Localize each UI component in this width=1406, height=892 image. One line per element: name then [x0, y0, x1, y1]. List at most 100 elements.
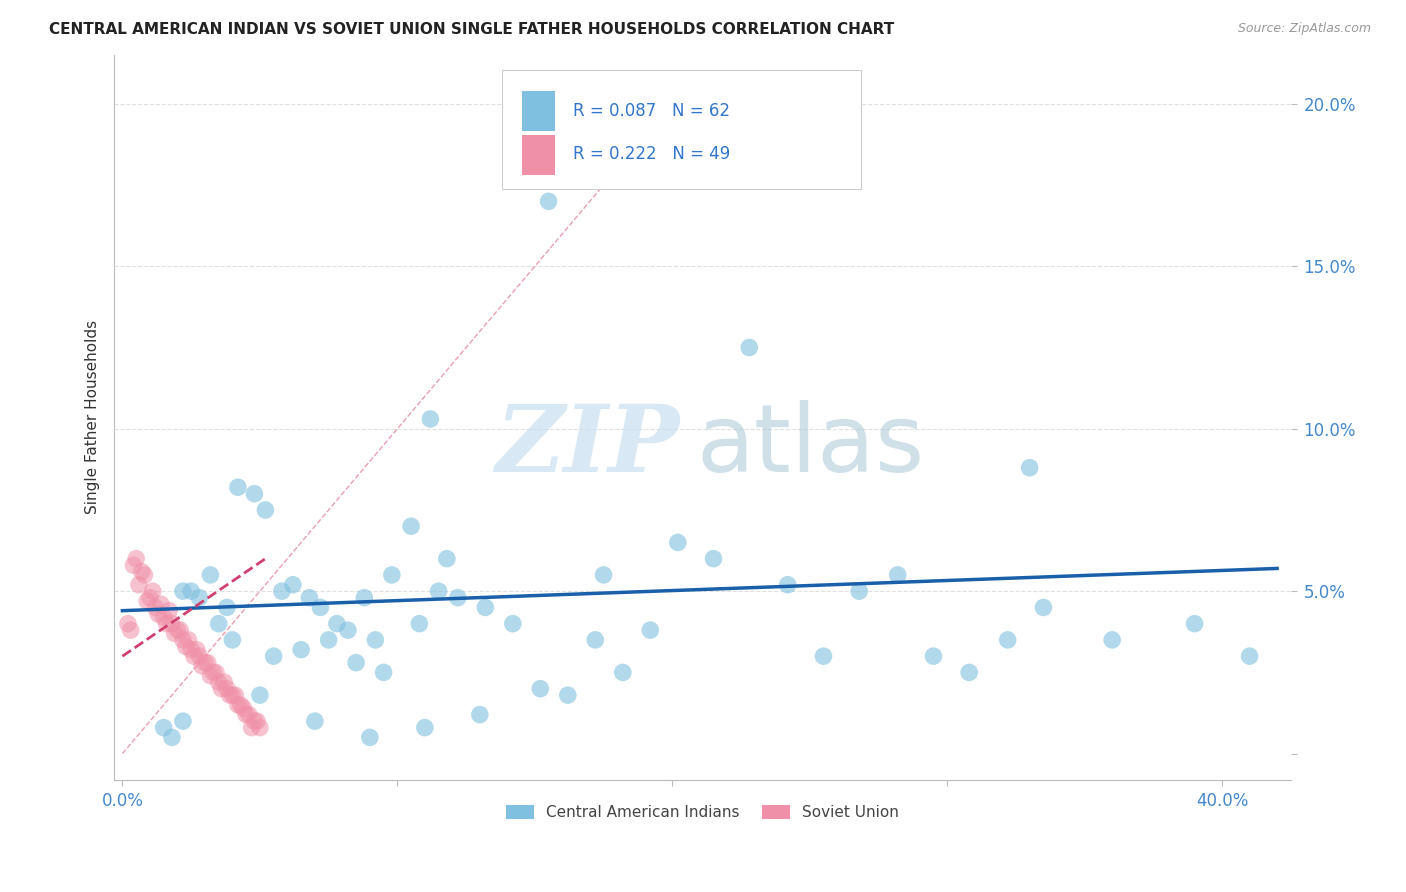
Point: [166, 623, 188, 637]
Point: [172, 714, 194, 728]
Point: [309, 600, 332, 615]
Point: [136, 594, 159, 608]
Point: [240, 721, 263, 735]
Point: [399, 519, 422, 533]
Point: [122, 558, 145, 573]
Point: [238, 707, 260, 722]
Point: [205, 665, 228, 680]
Text: CENTRAL AMERICAN INDIAN VS SOVIET UNION SINGLE FATHER HOUSEHOLDS CORRELATION CHA: CENTRAL AMERICAN INDIAN VS SOVIET UNION …: [49, 22, 894, 37]
Point: [290, 642, 312, 657]
Text: atlas: atlas: [696, 401, 925, 492]
Point: [128, 577, 150, 591]
Point: [848, 584, 870, 599]
Point: [157, 604, 180, 618]
Point: [226, 698, 249, 712]
Point: [249, 721, 271, 735]
Point: [200, 668, 222, 682]
Point: [208, 675, 231, 690]
Point: [413, 721, 436, 735]
Point: [163, 626, 186, 640]
Point: [145, 600, 167, 615]
Point: [583, 632, 606, 647]
Legend: Central American Indians, Soviet Union: Central American Indians, Soviet Union: [501, 798, 905, 826]
Point: [246, 714, 269, 728]
Point: [419, 412, 441, 426]
Point: [1184, 616, 1206, 631]
Point: [1101, 632, 1123, 647]
Point: [436, 551, 458, 566]
Point: [381, 568, 404, 582]
Point: [243, 714, 266, 728]
Point: [117, 616, 139, 631]
Point: [427, 584, 450, 599]
Point: [318, 632, 340, 647]
Point: [188, 649, 211, 664]
Text: Source: ZipAtlas.com: Source: ZipAtlas.com: [1237, 22, 1371, 36]
Text: R = 0.087   N = 62: R = 0.087 N = 62: [574, 102, 730, 120]
Point: [1018, 460, 1040, 475]
Point: [120, 623, 142, 637]
Point: [125, 551, 148, 566]
Point: [191, 659, 214, 673]
Point: [160, 616, 183, 631]
Point: [177, 632, 200, 647]
Point: [592, 568, 614, 582]
Point: [298, 591, 321, 605]
Point: [344, 656, 367, 670]
Point: [702, 551, 724, 566]
Point: [224, 688, 246, 702]
Point: [336, 623, 359, 637]
Point: [957, 665, 980, 680]
Point: [270, 584, 292, 599]
Text: ZIP: ZIP: [495, 401, 679, 491]
Point: [249, 688, 271, 702]
Point: [172, 632, 194, 647]
Point: [152, 610, 174, 624]
Point: [188, 591, 211, 605]
Point: [281, 577, 304, 591]
Point: [474, 600, 496, 615]
Point: [922, 649, 945, 664]
Point: [200, 568, 222, 582]
Point: [263, 649, 285, 664]
Point: [215, 600, 238, 615]
Point: [529, 681, 551, 696]
Point: [134, 568, 156, 582]
Point: [148, 607, 170, 621]
Point: [612, 665, 634, 680]
Point: [364, 632, 387, 647]
Point: [666, 535, 689, 549]
Point: [180, 584, 202, 599]
Point: [152, 721, 174, 735]
Point: [738, 341, 761, 355]
Point: [208, 616, 231, 631]
Point: [997, 632, 1019, 647]
Point: [254, 503, 277, 517]
Point: [131, 565, 153, 579]
Y-axis label: Single Father Households: Single Father Households: [86, 320, 100, 515]
Point: [209, 681, 232, 696]
Point: [160, 731, 183, 745]
Point: [326, 616, 349, 631]
Point: [139, 591, 162, 605]
Point: [640, 623, 662, 637]
Point: [557, 688, 579, 702]
Point: [212, 675, 235, 690]
Point: [155, 616, 177, 631]
Point: [468, 707, 491, 722]
FancyBboxPatch shape: [523, 135, 555, 175]
Point: [194, 656, 217, 670]
Point: [373, 665, 395, 680]
Point: [202, 665, 225, 680]
Point: [169, 623, 191, 637]
FancyBboxPatch shape: [523, 91, 555, 131]
Point: [886, 568, 908, 582]
Point: [232, 701, 254, 715]
Point: [142, 584, 165, 599]
Point: [1032, 600, 1054, 615]
Point: [537, 194, 560, 209]
Point: [174, 640, 197, 654]
Point: [1239, 649, 1261, 664]
Point: [359, 731, 381, 745]
Point: [447, 591, 470, 605]
